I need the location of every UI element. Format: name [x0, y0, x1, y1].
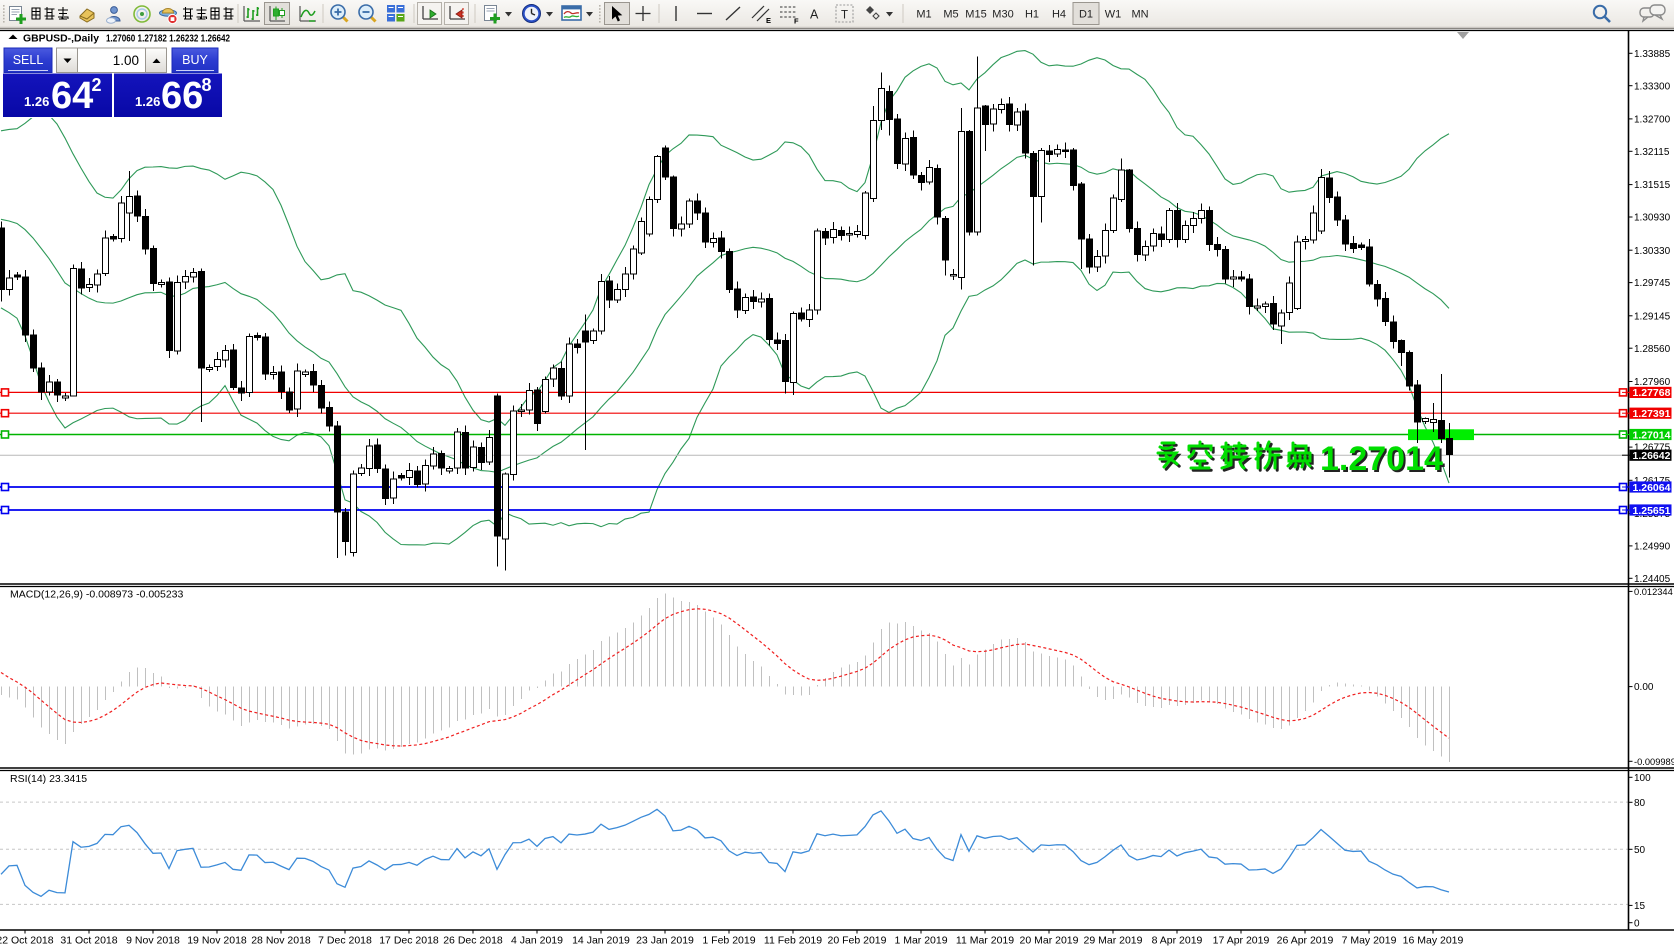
svg-text:11 Mar 2019: 11 Mar 2019: [956, 935, 1014, 947]
svg-text:H4: H4: [1052, 9, 1066, 21]
svg-text:1.25651: 1.25651: [1633, 505, 1671, 517]
svg-text:1 Feb 2019: 1 Feb 2019: [702, 935, 755, 947]
svg-text:8: 8: [202, 75, 212, 95]
svg-text:16 May 2019: 16 May 2019: [1403, 935, 1464, 947]
svg-text:1.29745: 1.29745: [1634, 278, 1671, 289]
svg-text:1 Mar 2019: 1 Mar 2019: [894, 935, 947, 947]
svg-text:9 Nov 2018: 9 Nov 2018: [126, 935, 180, 947]
svg-text:1.26775: 1.26775: [1634, 443, 1671, 454]
svg-text:1.00: 1.00: [113, 53, 139, 68]
svg-text:BUY: BUY: [182, 53, 208, 67]
svg-text:1.30330: 1.30330: [1634, 246, 1671, 257]
svg-text:1.32700: 1.32700: [1634, 115, 1671, 126]
svg-text:1.26642: 1.26642: [1633, 450, 1671, 462]
svg-text:GBPUSD-,Daily: GBPUSD-,Daily: [23, 34, 99, 45]
svg-text:26 Apr 2019: 26 Apr 2019: [1277, 935, 1334, 947]
svg-text:66: 66: [161, 75, 203, 117]
svg-text:80: 80: [1634, 798, 1646, 809]
svg-text:M30: M30: [992, 9, 1013, 21]
svg-text:20 Feb 2019: 20 Feb 2019: [828, 935, 887, 947]
svg-text:1.26: 1.26: [135, 94, 160, 109]
svg-text:20 Mar 2019: 20 Mar 2019: [1020, 935, 1079, 947]
svg-text:F: F: [794, 17, 799, 26]
svg-text:23 Jan 2019: 23 Jan 2019: [636, 935, 694, 947]
svg-text:SELL: SELL: [13, 53, 44, 67]
svg-text:22 Oct 2018: 22 Oct 2018: [0, 935, 54, 947]
svg-text:1.26: 1.26: [24, 94, 49, 109]
svg-text:H1: H1: [1025, 9, 1039, 21]
svg-text:1.27014: 1.27014: [1633, 429, 1671, 441]
svg-text:T: T: [841, 10, 848, 22]
svg-text:11 Feb 2019: 11 Feb 2019: [764, 935, 822, 947]
svg-text:8 Apr 2019: 8 Apr 2019: [1152, 935, 1203, 947]
svg-text:7 Dec 2018: 7 Dec 2018: [318, 935, 372, 947]
svg-text:29 Mar 2019: 29 Mar 2019: [1084, 935, 1143, 947]
svg-text:MACD(12,26,9) -0.008973 -0.005: MACD(12,26,9) -0.008973 -0.005233: [10, 589, 184, 601]
svg-text:1.24990: 1.24990: [1634, 542, 1671, 553]
svg-text:1.33300: 1.33300: [1634, 81, 1671, 92]
svg-text:1.26064: 1.26064: [1633, 482, 1671, 494]
svg-text:A: A: [810, 8, 819, 22]
svg-text:1.27014: 1.27014: [1320, 440, 1443, 478]
svg-text:1.31515: 1.31515: [1634, 180, 1671, 191]
svg-text:-0.009989: -0.009989: [1634, 757, 1674, 767]
svg-text:RSI(14) 23.3415: RSI(14) 23.3415: [10, 773, 87, 785]
svg-text:M5: M5: [943, 9, 958, 21]
svg-text:15: 15: [1634, 901, 1646, 912]
svg-text:W1: W1: [1105, 9, 1122, 21]
svg-text:1.24405: 1.24405: [1634, 574, 1671, 585]
svg-text:7 May 2019: 7 May 2019: [1342, 935, 1397, 947]
svg-text:E: E: [766, 16, 771, 25]
svg-text:14 Jan 2019: 14 Jan 2019: [572, 935, 630, 947]
svg-text:1.27014: 1.27014: [1322, 442, 1445, 480]
svg-text:31 Oct 2018: 31 Oct 2018: [60, 935, 117, 947]
svg-text:50: 50: [1634, 845, 1646, 856]
svg-text:28 Nov 2018: 28 Nov 2018: [251, 935, 311, 947]
svg-text:1.33885: 1.33885: [1634, 49, 1671, 60]
svg-text:1.27768: 1.27768: [1633, 387, 1671, 399]
svg-text:0: 0: [1634, 918, 1640, 929]
svg-text:1.28560: 1.28560: [1634, 344, 1671, 355]
svg-text:1.32115: 1.32115: [1634, 147, 1670, 158]
svg-text:M1: M1: [916, 9, 931, 21]
svg-text:0.012344: 0.012344: [1634, 587, 1673, 597]
svg-text:4 Jan 2019: 4 Jan 2019: [511, 935, 563, 947]
svg-text:2: 2: [92, 75, 102, 95]
svg-text:1.27391: 1.27391: [1633, 408, 1671, 420]
svg-text:0.00: 0.00: [1634, 682, 1654, 693]
svg-text:1.29145: 1.29145: [1634, 311, 1671, 322]
svg-text:1.27960: 1.27960: [1634, 377, 1671, 388]
svg-text:1.30930: 1.30930: [1634, 213, 1671, 224]
svg-text:64: 64: [51, 75, 93, 117]
svg-text:MN: MN: [1131, 9, 1148, 21]
svg-text:M15: M15: [965, 9, 986, 21]
svg-text:D1: D1: [1079, 9, 1093, 21]
svg-text:17 Dec 2018: 17 Dec 2018: [379, 935, 439, 947]
svg-text:19 Nov 2018: 19 Nov 2018: [187, 935, 247, 947]
svg-text:26 Dec 2018: 26 Dec 2018: [443, 935, 503, 947]
svg-text:17 Apr 2019: 17 Apr 2019: [1213, 935, 1270, 947]
svg-text:100: 100: [1634, 773, 1651, 784]
svg-text:1.27060 1.27182 1.26232 1.2664: 1.27060 1.27182 1.26232 1.26642: [106, 34, 230, 45]
